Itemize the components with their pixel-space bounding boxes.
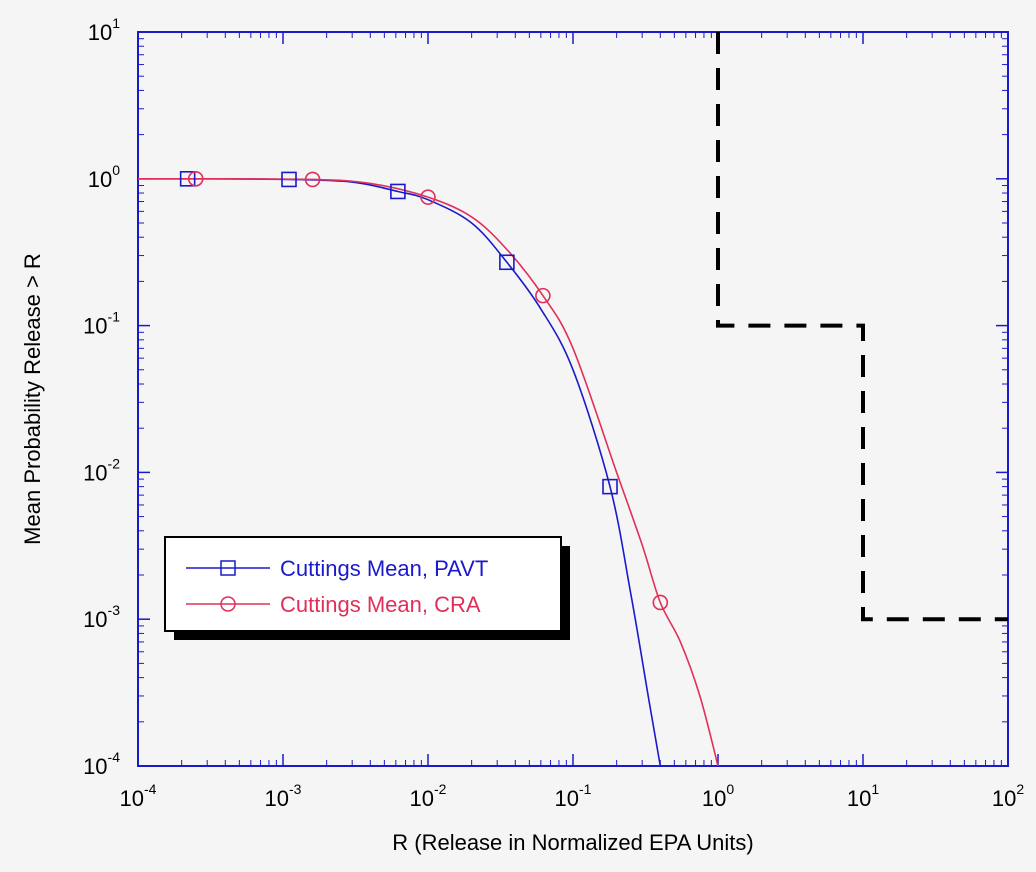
pavt-data-point: [179, 171, 196, 187]
legend-label-cra: Cuttings Mean, CRA: [280, 592, 481, 617]
plot-area: [137, 31, 1009, 767]
x-tick-label: 10-2: [410, 781, 447, 811]
series-line-cra: [137, 177, 719, 767]
legend-marker-pavt: [220, 560, 236, 576]
legend: Cuttings Mean, PAVT Cuttings Mean, CRA: [164, 536, 570, 640]
x-tick-label: 10-3: [265, 781, 302, 811]
y-tick-label: 10-2: [83, 455, 120, 485]
pavt-data-point: [390, 183, 406, 200]
x-tick-label: 10-1: [555, 781, 592, 811]
cra-data-point: [535, 287, 551, 304]
y-tick-label: 10-1: [83, 309, 120, 339]
y-axis-title: Mean Probability Release > R: [20, 253, 45, 545]
legend-marker-cra: [220, 596, 236, 612]
minor-ticks: [138, 32, 1008, 766]
series-markers: [179, 171, 669, 611]
y-tick-label: 100: [88, 162, 120, 192]
limit-line-group: [716, 32, 1008, 622]
x-tick-labels: 10-4 10-3 10-2 10-1 100 101 102: [120, 781, 1025, 811]
series-lines: [137, 177, 719, 767]
cra-data-point: [187, 171, 204, 187]
x-axis-title: R (Release in Normalized EPA Units): [392, 830, 754, 855]
y-tick-labels: 10-4 10-3 10-2 10-1 100 101: [83, 15, 120, 779]
cra-data-point: [652, 594, 669, 611]
cra-data-point: [304, 171, 321, 188]
y-tick-label: 10-3: [83, 602, 120, 632]
pavt-data-point: [602, 478, 618, 495]
x-tick-label: 102: [992, 781, 1024, 811]
pavt-data-point: [281, 171, 297, 188]
x-tick-label: 101: [847, 781, 879, 811]
y-tick-label: 101: [88, 15, 120, 45]
limit-line: [716, 32, 1008, 622]
y-tick-label: 10-4: [83, 749, 120, 779]
legend-box: [164, 536, 562, 632]
cra-data-point: [420, 189, 436, 205]
pavt-data-point: [499, 254, 515, 271]
x-tick-label: 100: [702, 781, 734, 811]
x-tick-label: 10-4: [120, 781, 157, 811]
legend-label-pavt: Cuttings Mean, PAVT: [280, 556, 488, 581]
major-ticks: [137, 31, 1009, 767]
